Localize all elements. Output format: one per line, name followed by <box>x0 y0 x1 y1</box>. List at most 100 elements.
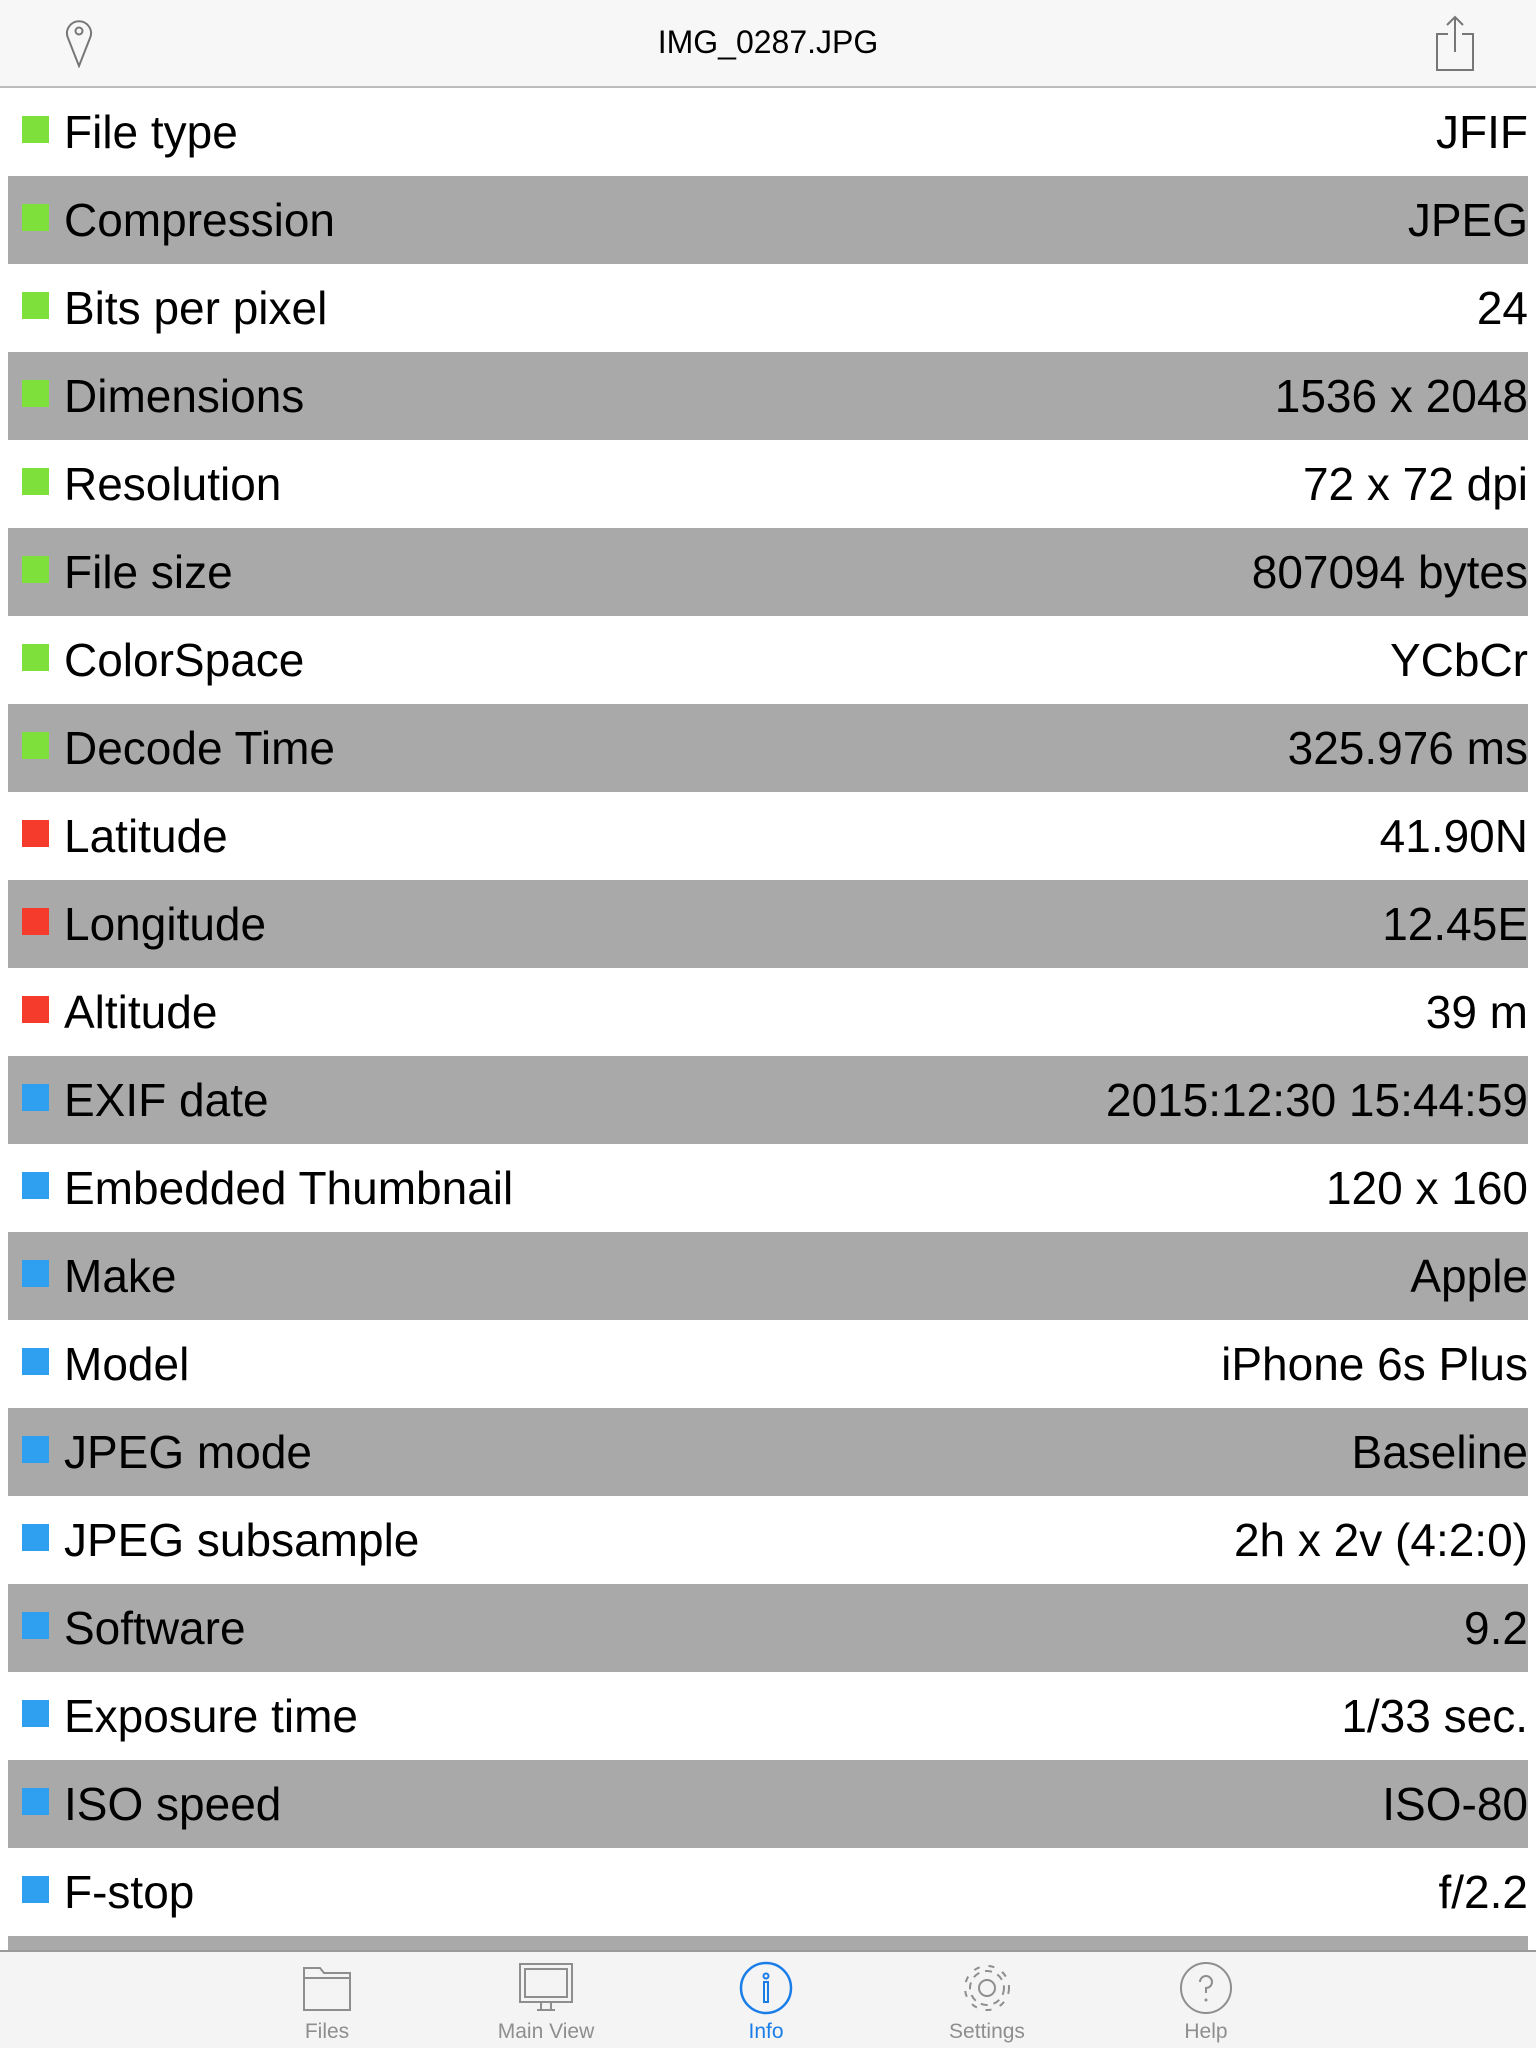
info-row[interactable]: File size 807094 bytes <box>8 528 1528 616</box>
category-square-icon <box>22 996 49 1023</box>
category-square-icon <box>22 1436 49 1463</box>
row-label: File size <box>64 546 233 598</box>
tab-main-view[interactable]: Main View <box>466 1952 626 2050</box>
info-row[interactable]: Latitude 41.90N <box>8 792 1528 880</box>
row-value: 120 x 160 <box>1325 1162 1528 1214</box>
info-row[interactable]: Dimensions 1536 x 2048 <box>8 352 1528 440</box>
category-square-icon <box>22 1260 49 1287</box>
row-label: Exposure time <box>64 1690 359 1742</box>
row-value: 9.2 <box>1464 1602 1528 1654</box>
row-value: 41.90N <box>1379 810 1528 862</box>
row-value: f/2.2 <box>1438 1866 1528 1918</box>
row-label: Model <box>64 1338 190 1390</box>
info-row[interactable]: ISO speed ISO-80 <box>8 1760 1528 1848</box>
tab-settings[interactable]: Settings <box>907 1952 1067 2050</box>
info-row[interactable]: Resolution 72 x 72 dpi <box>8 440 1528 528</box>
monitor-icon <box>519 1963 573 2011</box>
next-row-partial <box>8 1936 1528 1950</box>
help-icon <box>1180 1962 1232 2014</box>
row-label: Software <box>64 1602 246 1654</box>
row-label: JPEG mode <box>64 1426 312 1478</box>
category-square-icon <box>22 732 49 759</box>
category-square-icon <box>22 380 49 407</box>
tab-label: Help <box>1184 2020 1228 2043</box>
tab-label: Info <box>748 2020 784 2043</box>
row-value: 72 x 72 dpi <box>1302 458 1528 510</box>
row-value: Apple <box>1410 1250 1528 1302</box>
row-label: Embedded Thumbnail <box>64 1162 514 1214</box>
category-square-icon <box>22 1612 49 1639</box>
category-square-icon <box>22 820 49 847</box>
file-title: IMG_0287.JPG <box>657 24 879 60</box>
category-square-icon <box>22 468 49 495</box>
row-label: Compression <box>64 194 335 246</box>
row-label: ColorSpace <box>64 634 305 686</box>
info-row[interactable]: Decode Time 325.976 ms <box>8 704 1528 792</box>
row-label: ISO speed <box>64 1778 282 1830</box>
info-row[interactable]: File type JFIF <box>8 88 1528 176</box>
tab-label: Main View <box>497 2020 595 2043</box>
info-row[interactable]: Embedded Thumbnail 120 x 160 <box>8 1144 1528 1232</box>
row-value: YCbCr <box>1389 634 1528 686</box>
tab-label: Settings <box>949 2020 1025 2043</box>
tab-help[interactable]: Help <box>1126 1952 1286 2050</box>
row-label: F-stop <box>64 1866 195 1918</box>
tab-info[interactable]: Info <box>686 1952 846 2050</box>
row-value: 325.976 ms <box>1287 722 1528 774</box>
info-row[interactable]: Longitude 12.45E <box>8 880 1528 968</box>
share-icon[interactable] <box>1434 14 1476 72</box>
category-square-icon <box>22 116 49 143</box>
row-label: Bits per pixel <box>64 282 328 334</box>
info-row[interactable]: ColorSpace YCbCr <box>8 616 1528 704</box>
row-label: JPEG subsample <box>64 1514 420 1566</box>
category-square-icon <box>22 556 49 583</box>
info-row[interactable]: Model iPhone 6s Plus <box>8 1320 1528 1408</box>
category-square-icon <box>22 1348 49 1375</box>
row-value: JFIF <box>1436 106 1528 158</box>
info-row[interactable]: EXIF date 2015:12:30 15:44:59 <box>8 1056 1528 1144</box>
row-value: 1536 x 2048 <box>1274 370 1528 422</box>
row-label: Make <box>64 1250 177 1302</box>
row-value: Baseline <box>1351 1426 1528 1478</box>
row-value: 2015:12:30 15:44:59 <box>1105 1074 1528 1126</box>
info-row[interactable]: F-stop f/2.2 <box>8 1848 1528 1936</box>
info-row[interactable]: Exposure time 1/33 sec. <box>8 1672 1528 1760</box>
row-value: 1/33 sec. <box>1341 1690 1528 1742</box>
info-row[interactable]: Bits per pixel 24 <box>8 264 1528 352</box>
tab-files[interactable]: Files <box>247 1952 407 2050</box>
navigation-bar: IMG_0287.JPG <box>0 0 1536 88</box>
info-row[interactable]: Make Apple <box>8 1232 1528 1320</box>
folder-icon <box>303 1967 351 2011</box>
row-value: iPhone 6s Plus <box>1221 1338 1528 1390</box>
category-square-icon <box>22 1788 49 1815</box>
row-label: Dimensions <box>64 370 305 422</box>
category-square-icon <box>22 644 49 671</box>
row-value: 24 <box>1476 282 1528 334</box>
info-row[interactable]: Software 9.2 <box>8 1584 1528 1672</box>
row-label: Altitude <box>64 986 218 1038</box>
row-label: Latitude <box>64 810 228 862</box>
row-value: ISO-80 <box>1382 1778 1528 1830</box>
row-label: Resolution <box>64 458 282 510</box>
tab-label: Files <box>304 2020 350 2043</box>
gear-icon <box>964 1965 1010 2011</box>
info-list[interactable]: File type JFIF Compression JPEG Bits per… <box>8 88 1528 1936</box>
category-square-icon <box>22 908 49 935</box>
category-square-icon <box>22 1172 49 1199</box>
tab-bar: Files Main View Info Settings Help <box>0 1950 1536 2048</box>
info-row[interactable]: Altitude 39 m <box>8 968 1528 1056</box>
info-row[interactable]: JPEG mode Baseline <box>8 1408 1528 1496</box>
category-square-icon <box>22 1876 49 1903</box>
category-square-icon <box>22 1084 49 1111</box>
info-icon <box>739 1961 793 2015</box>
row-value: 2h x 2v (4:2:0) <box>1233 1514 1528 1566</box>
info-row[interactable]: JPEG subsample 2h x 2v (4:2:0) <box>8 1496 1528 1584</box>
location-pin-icon[interactable] <box>64 16 94 68</box>
row-value: 12.45E <box>1382 898 1528 950</box>
info-row[interactable]: Compression JPEG <box>8 176 1528 264</box>
category-square-icon <box>22 1524 49 1551</box>
row-label: EXIF date <box>64 1074 269 1126</box>
category-square-icon <box>22 204 49 231</box>
row-value: 807094 bytes <box>1251 546 1528 598</box>
row-label: Longitude <box>64 898 267 950</box>
